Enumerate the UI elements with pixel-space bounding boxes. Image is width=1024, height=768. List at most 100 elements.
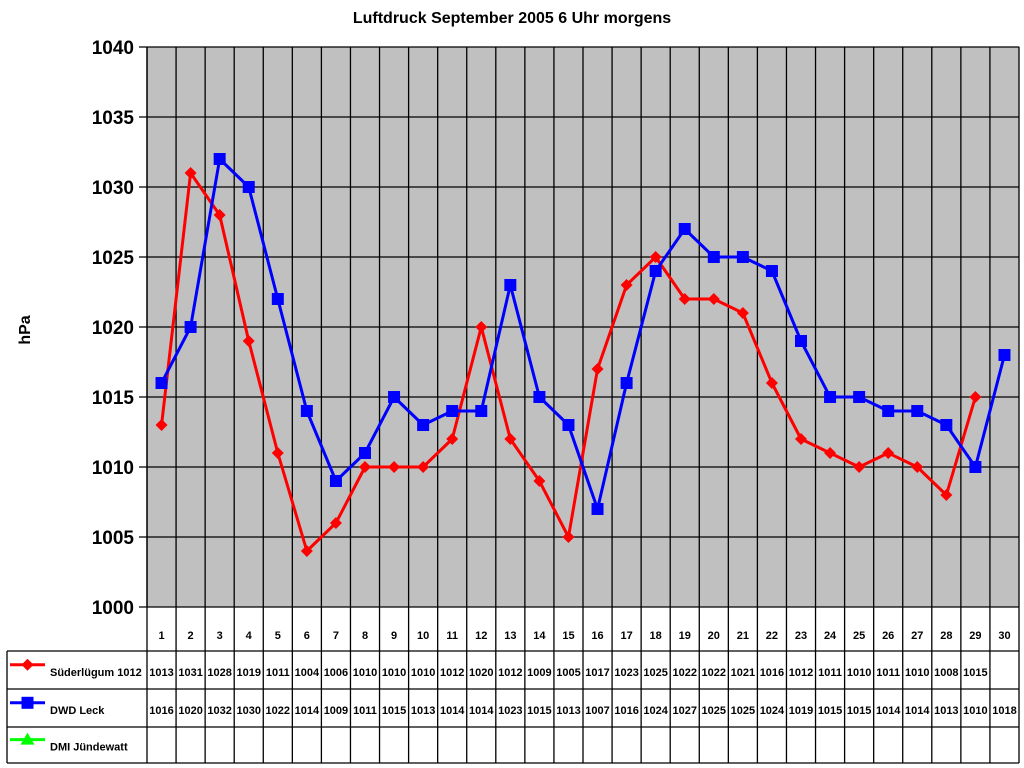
y-tick-label: 1000 [92, 598, 134, 619]
table-cell: 1013 [149, 667, 173, 679]
y-tick-label: 1010 [92, 458, 134, 479]
table-cell: 1011 [818, 667, 842, 679]
table-cell: 1010 [411, 667, 435, 679]
table-cell: 1006 [324, 667, 348, 679]
table-cell: 1012 [440, 667, 464, 679]
x-tick-label: 18 [650, 630, 662, 642]
data-point-diamond [824, 447, 837, 459]
x-tick-label: 6 [304, 630, 310, 642]
table-cell: 1019 [789, 705, 813, 717]
table-cell: 1024 [643, 705, 668, 717]
y-tick-label: 1025 [92, 248, 135, 269]
data-point-diamond [271, 447, 284, 459]
grid-lines [139, 46, 1020, 763]
legend-label: DMI Jündewatt [50, 742, 128, 754]
data-point-diamond [504, 433, 517, 445]
table-cell: 1024 [760, 705, 785, 717]
table-cell: 1025 [731, 705, 755, 717]
table-cell: 1015 [527, 705, 551, 717]
x-tick-label: 16 [591, 630, 603, 642]
x-tick-label: 19 [679, 630, 691, 642]
table-cell: 1014 [876, 705, 901, 717]
data-point-square [329, 475, 342, 487]
table-cell: 1015 [963, 667, 987, 679]
x-tick-label: 15 [562, 630, 574, 642]
x-tick-label: 13 [504, 630, 516, 642]
table-cell: 1004 [295, 667, 320, 679]
table-cell: 1016 [760, 667, 784, 679]
table-cell: 1010 [905, 667, 929, 679]
data-point-diamond [533, 475, 546, 487]
table-cell: 1010 [353, 667, 377, 679]
y-tick-label: 1005 [92, 528, 135, 549]
table-cell: 1017 [585, 667, 609, 679]
data-point-diamond [359, 461, 371, 473]
data-point-diamond [620, 279, 633, 291]
data-point-square [359, 447, 371, 459]
data-point-square [562, 419, 575, 431]
table-cell: 1016 [149, 705, 173, 717]
data-point-diamond [475, 321, 488, 333]
data-point-diamond [736, 307, 749, 319]
legend-marker-diamond [21, 658, 34, 671]
x-tick-label: 21 [737, 630, 749, 642]
data-point-diamond [562, 531, 575, 543]
data-point-diamond [882, 447, 895, 459]
x-tick-label: 26 [882, 630, 894, 642]
table-cell: 1019 [236, 667, 260, 679]
y-tick-label: 1035 [92, 108, 135, 129]
table-cell: 1015 [382, 705, 406, 717]
data-point-diamond [388, 461, 401, 473]
table-cell: 1018 [992, 705, 1016, 717]
table-cell: 1011 [266, 667, 290, 679]
data-point-square [242, 181, 255, 193]
table-cell: 1025 [643, 667, 667, 679]
data-point-square [795, 335, 807, 347]
data-point-diamond [649, 251, 662, 263]
data-point-square [824, 391, 837, 403]
data-point-square [649, 265, 662, 277]
y-tick-label: 1040 [92, 38, 134, 59]
data-point-diamond [940, 489, 953, 501]
x-tick-label: 9 [391, 630, 397, 642]
x-tick-label: 28 [940, 630, 952, 642]
table-cell: 1010 [963, 705, 987, 717]
table-cell: 1012 [498, 667, 522, 679]
table-cell: 1010 [847, 667, 871, 679]
y-tick-label: 1015 [92, 388, 135, 409]
data-point-diamond [853, 461, 866, 473]
x-tick-label: 3 [217, 630, 223, 642]
data-point-diamond [417, 461, 430, 473]
table-cell: 1014 [295, 705, 320, 717]
data-point-square [853, 391, 866, 403]
table-cell: 1020 [469, 667, 493, 679]
x-tick-label: 8 [362, 630, 368, 642]
table-cell: 1014 [469, 705, 494, 717]
x-tick-label: 5 [275, 630, 281, 642]
data-table: 1 2 3 4 5 6 7 8 9 10 11 12 13 14 15 16 17 18 19 20 21 22 23 24 2… [6, 630, 1019, 764]
table-cell: 1022 [702, 667, 726, 679]
table-cell: 1010 [382, 667, 406, 679]
data-point-square [707, 251, 720, 263]
data-point-square [533, 391, 546, 403]
x-tick-label: 24 [824, 630, 837, 642]
chart-title: Luftdruck September 2005 6 Uhr morgens [352, 10, 672, 27]
x-tick-label: 11 [446, 630, 458, 642]
x-tick-label: 2 [188, 630, 194, 642]
table-cell: 1022 [672, 667, 696, 679]
data-point-square [620, 377, 633, 389]
table-cell: 1023 [498, 705, 522, 717]
table-cell: 1013 [411, 705, 435, 717]
data-point-square [969, 461, 982, 473]
table-cell: 1013 [934, 705, 958, 717]
table-cell: 1014 [440, 705, 465, 717]
data-point-square [504, 279, 517, 291]
data-point-square [446, 405, 459, 417]
x-tick-label: 12 [475, 630, 487, 642]
data-point-square [213, 153, 226, 165]
data-point-square [882, 405, 895, 417]
table-cell: 1025 [702, 705, 726, 717]
data-point-diamond [591, 363, 604, 375]
table-cell: 1013 [556, 705, 580, 717]
